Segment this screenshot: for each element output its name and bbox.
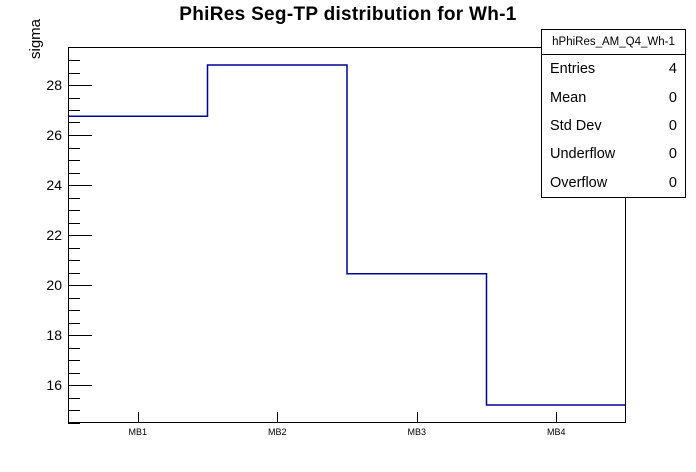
stats-row-value: 0 (668, 146, 677, 163)
y-tick-label: 16 (46, 377, 62, 393)
y-tick-label: 28 (46, 77, 62, 93)
stats-row: Entries 4 (542, 55, 685, 83)
stats-row-value: 4 (668, 61, 677, 78)
stats-row: Std Dev 0 (542, 112, 685, 140)
stats-row-label: Std Dev (550, 118, 602, 135)
stats-row-value: 0 (668, 118, 677, 135)
stats-row-label: Underflow (550, 146, 616, 163)
y-tick-label: 20 (46, 277, 62, 293)
x-tick-label: MB1 (128, 427, 147, 437)
x-tick-label: MB3 (407, 427, 426, 437)
x-tick-label: MB2 (267, 427, 287, 437)
stats-row-value: 0 (668, 174, 677, 191)
stats-rows: Entries 4 Mean 0 Std Dev 0 Underflow 0 Overflow 0 (542, 55, 685, 197)
y-tick-label: 24 (46, 177, 62, 193)
x-tick-label: MB4 (546, 427, 566, 437)
stats-row: Overflow 0 (542, 169, 685, 197)
stats-box: hPhiRes_AM_Q4_Wh-1 Entries 4 Mean 0 Std Dev 0… (541, 29, 686, 198)
stats-row-label: Overflow (550, 174, 608, 191)
stats-row: Mean 0 (542, 83, 685, 111)
y-tick-label: 26 (46, 127, 62, 143)
y-tick-label: 18 (46, 327, 62, 343)
stats-row: Underflow 0 (542, 140, 685, 168)
stats-row-label: Entries (550, 61, 596, 78)
stats-box-title: hPhiRes_AM_Q4_Wh-1 (542, 30, 685, 55)
chart-title: PhiRes Seg-TP distribution for Wh-1 (179, 4, 517, 25)
stats-row-value: 0 (668, 89, 677, 106)
stats-row-label: Mean (550, 89, 587, 106)
y-tick-label: 22 (46, 227, 62, 243)
histogram-line (68, 64, 626, 406)
